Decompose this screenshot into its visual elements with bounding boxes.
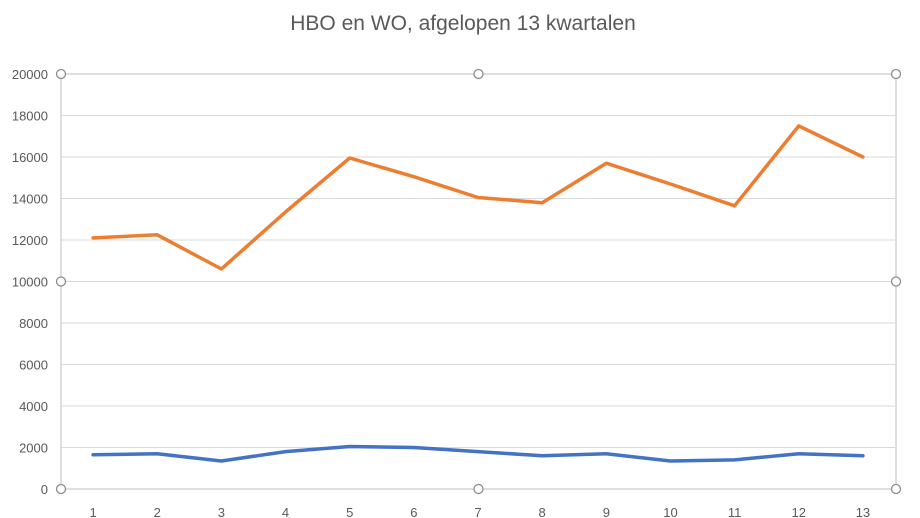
x-tick-label: 2 xyxy=(154,505,161,518)
y-tick-label: 16000 xyxy=(12,150,48,165)
resize-handle[interactable] xyxy=(473,483,484,495)
x-tick-label: 4 xyxy=(282,505,289,518)
y-tick-label: 20000 xyxy=(12,67,48,82)
resize-handle[interactable] xyxy=(890,68,902,80)
x-tick-label: 13 xyxy=(856,505,870,518)
series-lines xyxy=(91,124,865,463)
y-tick-label: 4000 xyxy=(19,399,48,414)
resize-handle[interactable] xyxy=(55,68,67,80)
x-tick-label: 7 xyxy=(474,505,481,518)
resize-handle[interactable] xyxy=(473,68,484,80)
series-line-2[interactable] xyxy=(91,444,865,463)
x-tick-label: 9 xyxy=(603,505,610,518)
x-tick-label: 3 xyxy=(218,505,225,518)
y-tick-label: 14000 xyxy=(12,192,48,207)
gridlines xyxy=(61,73,895,448)
x-tick-label: 8 xyxy=(539,505,546,518)
resize-handle[interactable] xyxy=(55,276,67,287)
x-tick-label: 5 xyxy=(346,505,353,518)
series-line-1[interactable] xyxy=(91,124,865,271)
x-tick-label: 10 xyxy=(663,505,677,518)
x-tick-label: 1 xyxy=(89,505,96,518)
resize-handle[interactable] xyxy=(890,483,902,495)
resize-handle[interactable] xyxy=(55,483,67,495)
y-tick-label: 6000 xyxy=(19,358,48,373)
x-tick-label: 11 xyxy=(728,505,742,518)
x-tick-label: 12 xyxy=(792,505,806,518)
y-tick-label: 10000 xyxy=(12,275,48,290)
chart-title: HBO en WO, afgelopen 13 kwartalen xyxy=(290,12,636,35)
selection-handles[interactable] xyxy=(55,68,902,495)
x-tick-label: 6 xyxy=(410,505,417,518)
y-tick-label: 12000 xyxy=(12,233,48,248)
resize-handle[interactable] xyxy=(890,276,902,287)
y-tick-label: 18000 xyxy=(12,109,48,124)
axes: 0 2000 4000 6000 8000 10000 12000 14000 16000 180… xyxy=(12,67,895,518)
y-tick-label: 8000 xyxy=(19,316,48,331)
y-tick-label: 0 xyxy=(41,482,48,497)
y-tick-label: 2000 xyxy=(19,441,48,456)
